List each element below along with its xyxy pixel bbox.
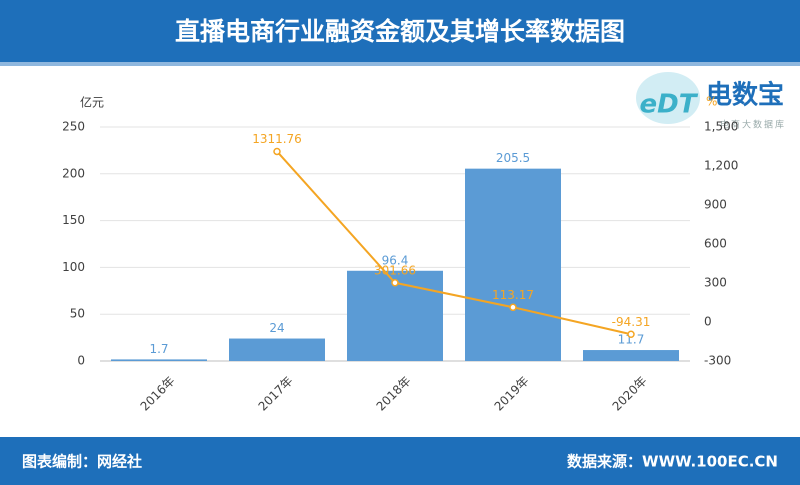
footer-right: 数据来源：WWW.100EC.CN (567, 453, 778, 471)
y2-tick-label: 900 (704, 198, 727, 212)
y-tick-label: 150 (62, 213, 85, 227)
y-tick-label: 200 (62, 166, 85, 180)
line-label: -94.31 (612, 315, 651, 329)
bar (229, 338, 325, 361)
line (276, 150, 632, 336)
bar-label: 24 (269, 321, 284, 335)
y2-tick-label: 300 (704, 276, 727, 290)
y2-tick-label: 1,500 (704, 120, 738, 134)
y2-axis-label: % (706, 95, 717, 109)
x-tick-label: 2016年 (138, 374, 178, 414)
bar-label: 11.7 (618, 333, 645, 347)
line-label: 113.17 (492, 288, 534, 302)
y-tick-label: 0 (77, 354, 85, 368)
x-tick-label: 2018年 (374, 374, 414, 414)
line-label: 1311.76 (252, 132, 302, 146)
bar-label: 1.7 (149, 342, 168, 356)
y-axis-label: 亿元 (80, 95, 104, 110)
line-point (627, 330, 635, 339)
logo-cloud (636, 72, 700, 124)
y2-tick-label: 1,200 (704, 159, 738, 173)
x-tick-label: 2019年 (492, 374, 532, 414)
y-tick-label: 100 (62, 260, 85, 274)
y2-tick-label: 0 (704, 315, 712, 329)
footer-left: 图表编制：网经社 (22, 453, 142, 471)
footer-bar (0, 437, 800, 485)
header-bar (0, 0, 800, 65)
line-point (509, 303, 517, 312)
x-tick-label: 2017年 (256, 374, 296, 414)
logo-mark: eDT (640, 90, 699, 120)
y2-tick-label: 600 (704, 237, 727, 251)
header-stripe (0, 62, 800, 66)
y-tick-label: 250 (62, 120, 85, 134)
line-point (391, 279, 399, 287)
logo-sub: 电商大数据库 (720, 119, 786, 131)
bar (111, 359, 207, 361)
logo: 电数宝 (706, 80, 784, 111)
y-tick-label: 50 (70, 307, 85, 321)
bar (465, 168, 561, 361)
bar-label: 96.4 (382, 253, 409, 267)
chart-title: 直播电商行业融资金额及其增长率数据图 (175, 17, 625, 46)
bar-label: 205.5 (496, 151, 530, 165)
y2-tick-label: -300 (704, 354, 731, 368)
line-point (273, 147, 281, 156)
x-tick-label: 2020年 (610, 374, 650, 414)
line-label: 301.66 (374, 263, 416, 277)
bar (583, 350, 679, 361)
